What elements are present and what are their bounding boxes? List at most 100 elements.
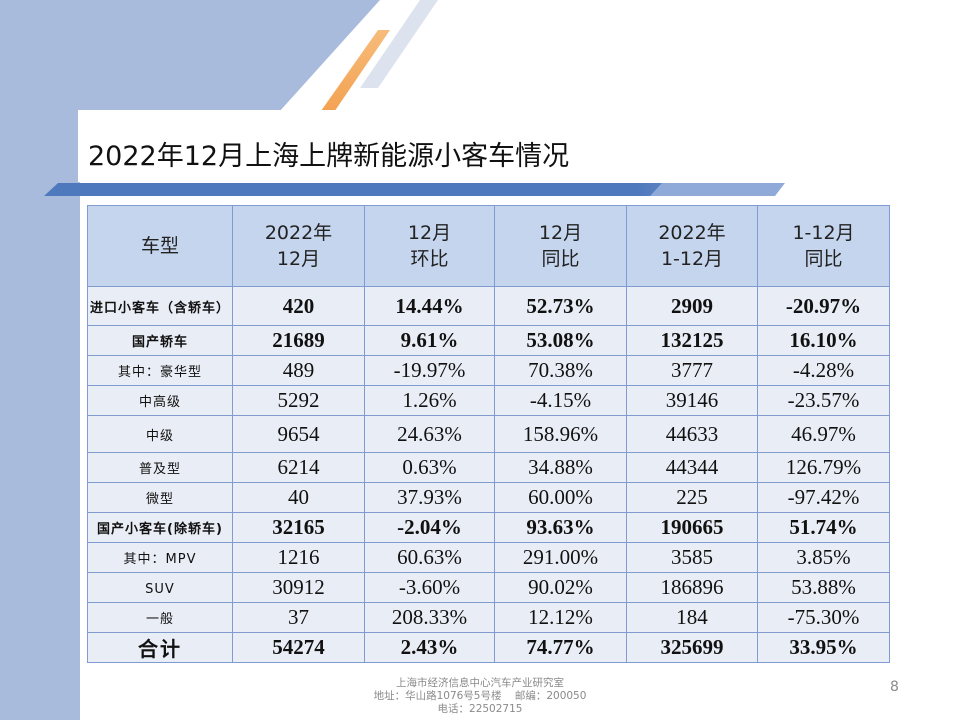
- table-cell: 5292: [277, 388, 320, 412]
- table-cell: 3.85%: [796, 545, 851, 569]
- table-cell: 51.74%: [789, 515, 858, 539]
- table-cell: 132125: [660, 328, 724, 352]
- row-label: 其中：MPV: [123, 552, 197, 567]
- footer: 上海市经济信息中心汽车产业研究室 地址：华山路1076号5号楼 邮编：20005…: [330, 677, 630, 716]
- footer-phone: 电话：22502715: [437, 703, 523, 715]
- table-row: 中级 9654 24.63% 158.96% 44633 46.97%: [87, 415, 890, 453]
- table-cell: 54274: [272, 635, 325, 659]
- table-cell: 60.63%: [397, 545, 462, 569]
- table-cell: 93.63%: [526, 515, 595, 539]
- table-row: SUV 30912 -3.60% 90.02% 186896 53.88%: [87, 572, 890, 603]
- row-label: 其中：豪华型: [117, 365, 202, 380]
- row-label: 微型: [145, 492, 174, 507]
- table-cell: -4.15%: [529, 388, 592, 412]
- footer-address: 地址：华山路1076号5号楼 邮编：200050: [373, 690, 587, 702]
- header-ytd-yoy: 1-12月 同比: [757, 205, 890, 287]
- table-cell: 30912: [272, 575, 325, 599]
- table-cell: 39146: [665, 388, 719, 412]
- table-cell: 291.00%: [522, 545, 599, 569]
- table-cell: 44633: [665, 421, 719, 446]
- table-cell: 34.88%: [528, 455, 593, 479]
- table-cell: 52.73%: [526, 293, 595, 318]
- table-cell: 74.77%: [526, 635, 595, 659]
- background-left-band: [0, 0, 80, 720]
- row-label: 中级: [145, 428, 174, 444]
- table-cell: 9654: [277, 421, 320, 446]
- table-cell: -20.97%: [785, 293, 862, 318]
- table-cell: -2.04%: [397, 515, 462, 539]
- table-cell: -97.42%: [787, 485, 860, 509]
- table-cell: 53.08%: [526, 328, 595, 352]
- table-cell: -75.30%: [787, 605, 860, 629]
- table-cell: 33.95%: [789, 635, 858, 659]
- table-cell: 32165: [272, 515, 325, 539]
- table-cell: 14.44%: [395, 293, 464, 318]
- header-dec-2022: 2022年 12月: [232, 205, 365, 287]
- background-top-shape: [0, 0, 380, 118]
- table-cell: 24.63%: [397, 421, 462, 446]
- table-cell: -3.60%: [398, 575, 461, 599]
- row-label: 国产小客车(除轿车): [97, 522, 223, 537]
- table-cell: 0.63%: [402, 455, 457, 479]
- row-label: 合计: [138, 637, 182, 661]
- table-cell: 3777: [671, 358, 713, 382]
- table-cell: 44344: [665, 455, 719, 479]
- table-cell: 208.33%: [391, 605, 468, 629]
- table-cell: 2.43%: [400, 635, 459, 659]
- table-row: 合计 54274 2.43% 74.77% 325699 33.95%: [87, 632, 890, 663]
- table-cell: 1.26%: [402, 388, 457, 412]
- table-cell: 9.61%: [400, 328, 459, 352]
- page-number: 8: [890, 679, 899, 695]
- table-cell: 2909: [671, 293, 713, 318]
- header-vehicle-type: 车型: [87, 205, 233, 287]
- table-row: 国产轿车 21689 9.61% 53.08% 132125 16.10%: [87, 325, 890, 356]
- table-cell: 186896: [660, 575, 724, 599]
- table-row: 其中：MPV 1216 60.63% 291.00% 3585 3.85%: [87, 542, 890, 573]
- table-cell: 70.38%: [528, 358, 593, 382]
- row-label: 一般: [145, 612, 174, 627]
- table-cell: 126.79%: [785, 455, 862, 479]
- table-cell: 1216: [277, 545, 320, 569]
- table-row: 国产小客车(除轿车) 32165 -2.04% 93.63% 190665 51.74%: [87, 512, 890, 543]
- table-cell: -19.97%: [393, 358, 466, 382]
- header-2022-ytd: 2022年 1-12月: [626, 205, 758, 287]
- table-cell: -4.28%: [792, 358, 855, 382]
- table-cell: 53.88%: [791, 575, 856, 599]
- header-dec-mom: 12月 环比: [364, 205, 495, 287]
- table-row: 一般 37 208.33% 12.12% 184 -75.30%: [87, 602, 890, 633]
- row-label: 国产轿车: [131, 335, 188, 350]
- table-cell: 90.02%: [528, 575, 593, 599]
- table-cell: -23.57%: [787, 388, 860, 412]
- table-row: 中高级 5292 1.26% -4.15% 39146 -23.57%: [87, 385, 890, 416]
- table-cell: 37: [288, 605, 309, 629]
- row-label: 中高级: [138, 395, 181, 410]
- table-cell: 46.97%: [791, 421, 856, 446]
- sales-table: 车型 2022年 12月 12月 环比 12月 同比 2022年 1-12月 1…: [87, 205, 890, 663]
- title-panel: [78, 110, 908, 182]
- table-row: 普及型 6214 0.63% 34.88% 44344 126.79%: [87, 452, 890, 483]
- page-title: 2022年12月上海上牌新能源小客车情况: [88, 141, 570, 172]
- row-label: SUV: [145, 582, 175, 597]
- table-cell: 21689: [272, 328, 325, 352]
- table-cell: 6214: [277, 455, 320, 479]
- table-cell: 420: [282, 293, 315, 318]
- table-cell: 16.10%: [789, 328, 858, 352]
- table-header-row: 车型 2022年 12月 12月 环比 12月 同比 2022年 1-12月 1…: [87, 205, 890, 287]
- table-cell: 60.00%: [528, 485, 593, 509]
- footer-org: 上海市经济信息中心汽车产业研究室: [396, 677, 564, 689]
- table-cell: 184: [676, 605, 708, 629]
- table-cell: 325699: [660, 635, 724, 659]
- header-dec-yoy: 12月 同比: [494, 205, 627, 287]
- table-cell: 40: [288, 485, 309, 509]
- table-cell: 3585: [671, 545, 713, 569]
- table-cell: 158.96%: [522, 421, 599, 446]
- table-cell: 225: [676, 485, 708, 509]
- title-underline-bar: [44, 183, 784, 196]
- table-cell: 37.93%: [397, 485, 462, 509]
- table-row: 其中：豪华型 489 -19.97% 70.38% 3777 -4.28%: [87, 355, 890, 386]
- table-cell: 489: [282, 358, 315, 382]
- table-cell: 190665: [660, 515, 724, 539]
- table-cell: 12.12%: [528, 605, 593, 629]
- title-underline-accent: [650, 183, 785, 196]
- row-label: 普及型: [138, 462, 181, 477]
